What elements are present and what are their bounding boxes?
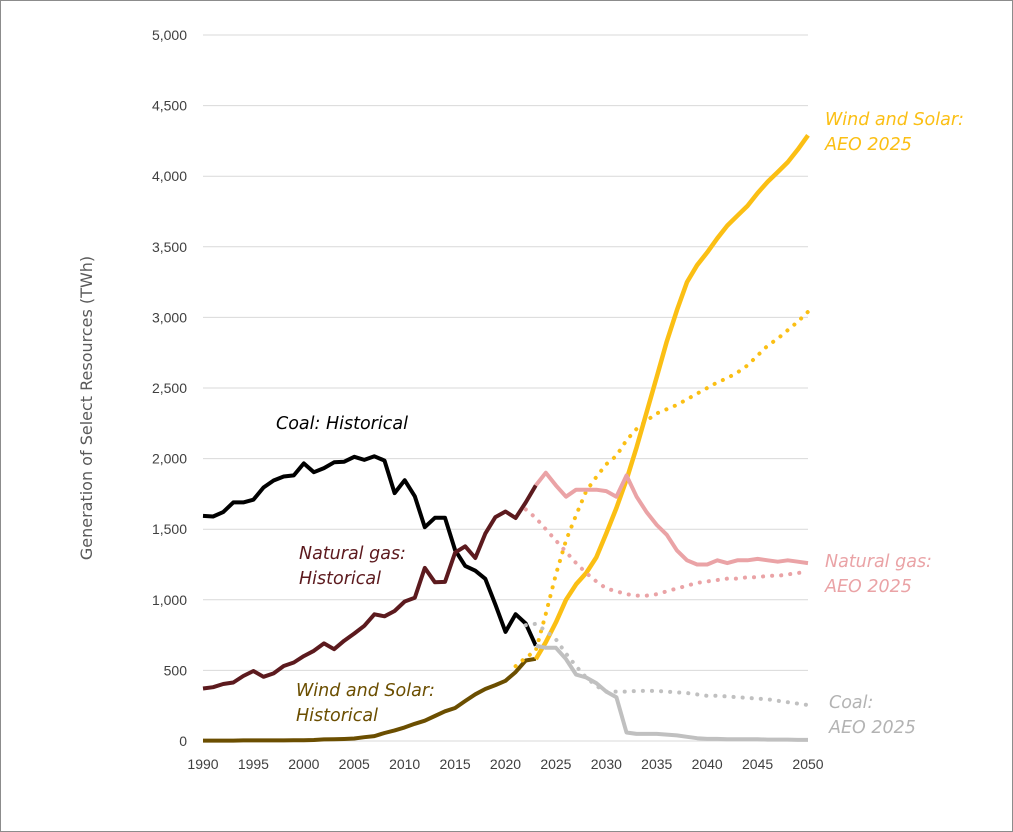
y-tick-label: 2,000	[152, 451, 187, 467]
x-tick-label: 2015	[440, 756, 471, 772]
y-tick-label: 4,500	[152, 98, 187, 114]
series-coal-historical	[202, 454, 538, 647]
x-axis-tick-labels: 1990 1995 2000 2005 2010 2015 2020 2025 2030 2035…	[187, 756, 823, 772]
x-tick-label: 2030	[591, 756, 622, 772]
x-tick-label: 2000	[288, 756, 319, 772]
annotation-natural-gas-aeo: Natural gas: AEO 2025	[824, 552, 932, 597]
annotation-natural-gas-historical: Natural gas: Historical	[299, 544, 406, 589]
x-tick-label: 2010	[389, 756, 420, 772]
series-natural-gas-historical	[202, 484, 538, 691]
x-tick-label: 2035	[641, 756, 672, 772]
series-wind-and-solar-aeo-2025	[533, 133, 810, 661]
series-coal-aeo-2025	[535, 643, 808, 742]
x-tick-label: 2045	[742, 756, 773, 772]
x-tick-label: 1995	[238, 756, 269, 772]
x-tick-label: 2005	[339, 756, 370, 772]
series-lines	[202, 133, 810, 743]
x-tick-label: 2025	[540, 756, 571, 772]
y-tick-label: 4,000	[152, 168, 187, 184]
series-annotations: Coal: Historical Natural gas: Historical Wi…	[276, 110, 964, 738]
y-tick-label: 1,500	[152, 521, 187, 537]
x-tick-label: 2040	[692, 756, 723, 772]
series-wind-and-solar-historical	[203, 656, 537, 743]
annotation-wind-solar-historical: Wind and Solar: Historical	[296, 681, 435, 726]
y-tick-label: 1,000	[152, 592, 187, 608]
y-axis-tick-labels: 0 500 1,000 1,500 2,000 2,500 3,000 3,500 4,000 4…	[152, 27, 187, 749]
y-tick-label: 3,500	[152, 239, 187, 255]
annotation-wind-solar-aeo: Wind and Solar: AEO 2025	[824, 110, 964, 155]
grid-lines	[203, 34, 808, 742]
series-natural-gas-aeo-2025-dotted	[523, 507, 810, 598]
x-tick-label: 1990	[187, 756, 218, 772]
series-wind-and-solar-aeo-2025-dotted	[513, 309, 810, 669]
y-tick-label: 500	[164, 662, 188, 678]
series-natural-gas-aeo-2025	[534, 470, 809, 567]
y-tick-label: 0	[179, 733, 187, 749]
annotation-coal-aeo: Coal: AEO 2025	[828, 693, 916, 738]
x-tick-label: 2020	[490, 756, 521, 772]
y-tick-label: 3,000	[152, 309, 187, 325]
y-tick-label: 5,000	[152, 27, 187, 43]
series-coal-aeo-2025-dotted	[523, 621, 810, 707]
y-axis-label: Generation of Select Resources (TWh)	[77, 256, 96, 560]
annotation-coal-historical: Coal: Historical	[276, 414, 408, 434]
x-tick-label: 2050	[792, 756, 823, 772]
y-tick-label: 2,500	[152, 380, 187, 396]
